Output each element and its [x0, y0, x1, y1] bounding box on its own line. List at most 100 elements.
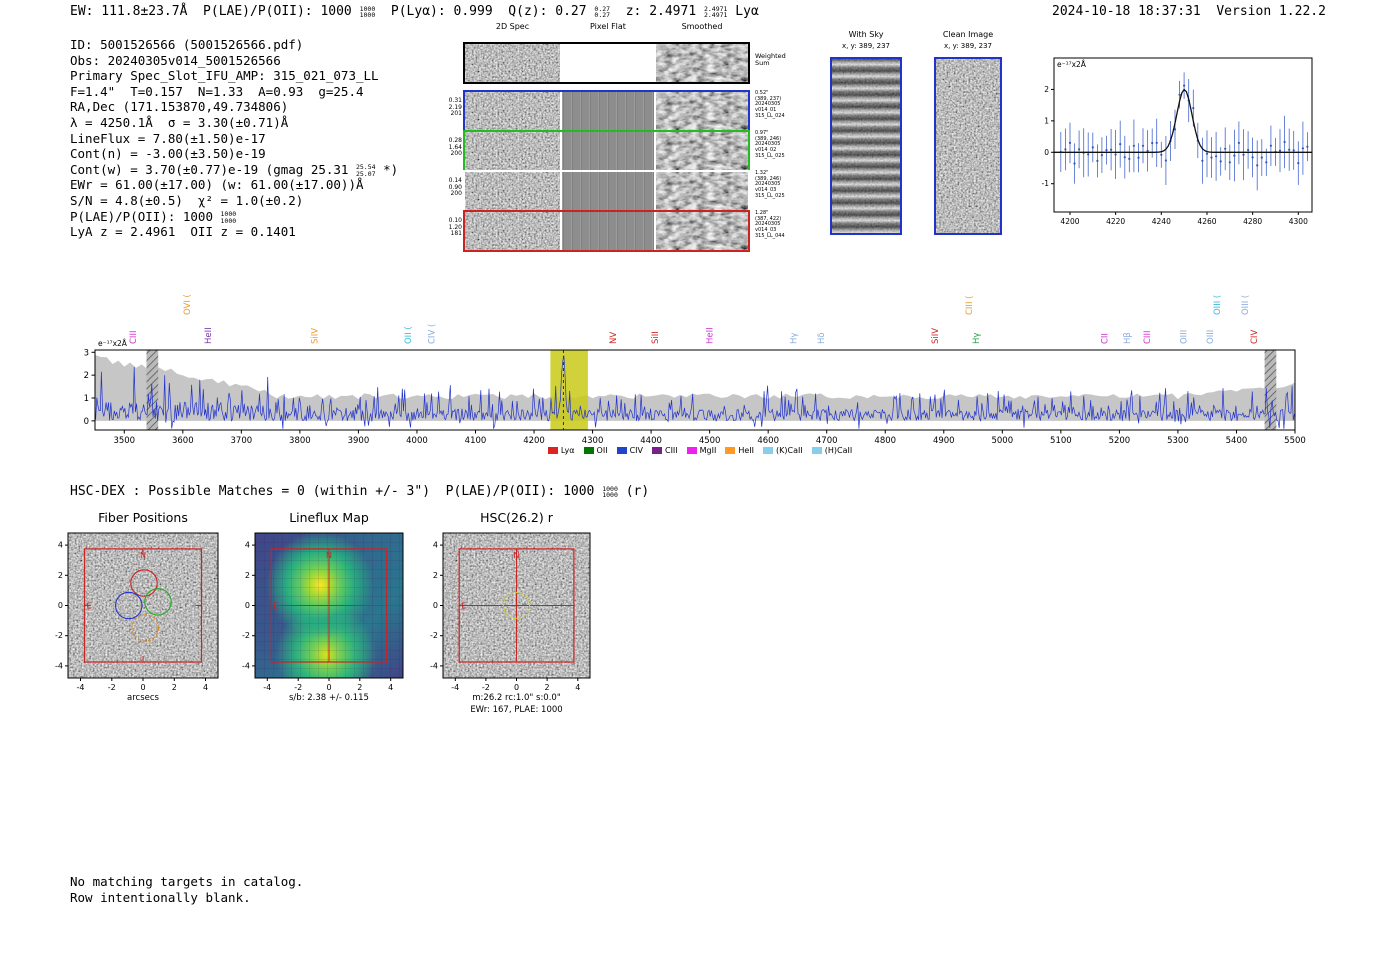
main-spectrum-plot: 3500 3600 3700 3800 3900 4000 4100 4200 4300 4400… — [84, 294, 1306, 446]
cutout-y-tick-label: 0 — [433, 601, 438, 610]
info-stacked-fraction: 25.54 25.07 — [356, 164, 376, 177]
emission-line-label: OIII — [1180, 330, 1190, 344]
compass-north-label: N — [140, 551, 146, 560]
aperture-circle — [502, 591, 531, 620]
weighted-sum-label: Weighted Sum — [755, 53, 805, 73]
fit-datapoint — [1278, 149, 1282, 152]
spec2d-annotation-line: (389, 237) — [755, 95, 782, 102]
fit-datapoint — [1242, 153, 1245, 156]
fit-datapoint — [1265, 161, 1268, 164]
spectrum-x-tick-label: 4200 — [523, 436, 545, 446]
info-line: λ = 4250.1Å σ = 3.30(±0.71)Å — [70, 115, 398, 131]
info-text: LineFlux = 7.80(±1.50)e-17 — [70, 130, 266, 146]
cutout-overlay: -4 -4 -2 -2 0 0 2 2 4 4 N E — [55, 532, 219, 692]
fit-datapoint — [1256, 164, 1259, 167]
emission-line-label: OIII ( — [1241, 295, 1251, 315]
info-line: EWr = 61.00(±17.00) (w: 61.00(±17.00))Å — [70, 177, 398, 193]
cutout-y-tick-label: 2 — [433, 571, 438, 580]
spec2d-left-value: 201 — [450, 110, 462, 118]
spec2d-annotation-line: 0.97" — [755, 130, 769, 136]
fit-datapoint — [1119, 143, 1122, 146]
cutout-caption: m:26.2 rc:1.0" s:0.0" — [472, 693, 561, 703]
fit-ylabel-note: e⁻¹⁷x2Å — [1057, 60, 1087, 69]
fit-datapoint — [1068, 141, 1072, 144]
info-text: Cont(n) = -3.00(±3.50)e-19 — [70, 146, 266, 162]
spectrum-x-tick-label: 3900 — [348, 436, 370, 446]
fiber-circle-blue — [115, 591, 143, 620]
fit-datapoint — [1123, 156, 1126, 159]
fit-datapoint — [1228, 161, 1231, 164]
cutout-y-tick-label: -2 — [242, 631, 250, 640]
info-line: P(LAE)/P(OII): 1000 1000 1000 — [70, 209, 398, 225]
info-stack-top: 1000 — [220, 210, 237, 219]
hsc-stacked-fraction: 1000 1000 — [602, 484, 618, 499]
noise-texture — [656, 172, 748, 210]
spec2d-annotation-line: 1.32" — [755, 170, 769, 176]
spectrum-x-tick-label: 5300 — [1167, 436, 1189, 446]
spec2d-annotation-line: v014_03 — [755, 227, 777, 234]
legend-label: OII — [596, 446, 608, 455]
fit-datapoint — [1297, 162, 1300, 165]
emission-line-label: SiII — [651, 331, 661, 344]
info-text: S/N = 4.8(±0.5) χ² = 1.0(±0.2) — [70, 192, 304, 208]
target-info-block: ID: 5001526566 (5001526566.pdf) Obs: 2024… — [70, 37, 398, 240]
spectrum-x-tick-label: 3600 — [172, 436, 194, 446]
info-stack-bottom: 25.07 — [355, 169, 376, 178]
cutout-y-tick-label: 2 — [58, 571, 63, 580]
spectrum-x-tick-label: 5100 — [1050, 436, 1072, 446]
fit-datapoint — [1132, 144, 1135, 147]
withsky-image — [830, 57, 902, 235]
info-text: EWr = 61.00(±17.00) (w: 61.00(±17.00))Å — [70, 177, 364, 193]
spec2d-smoothed-image — [656, 212, 748, 250]
fit-datapoint — [1087, 153, 1090, 156]
fit-datapoint — [1219, 160, 1222, 163]
spec2d-annotation-line: 315_LL_044 — [755, 232, 785, 239]
spectrum-x-tick-label: 5500 — [1284, 436, 1306, 446]
spec2d-annotation-line: v014_01 — [755, 107, 777, 114]
fit-x-tick-label: 4220 — [1106, 217, 1125, 226]
noise-texture — [465, 212, 560, 250]
fit-axes-frame — [1053, 57, 1313, 213]
fit-datapoint — [1160, 153, 1163, 156]
fit-datapoint — [1292, 149, 1295, 152]
weighted-sum-line: Weighted — [755, 52, 786, 60]
spec2d-pixelflat-image — [562, 212, 654, 250]
info-line: F=1.4" T=0.157 N=1.33 A=0.93 g=25.4 — [70, 84, 398, 100]
cutout-y-tick-label: -2 — [55, 631, 63, 640]
noise-texture — [656, 132, 748, 170]
spectrum-y-tick-label: 2 — [84, 371, 89, 381]
footer-line: Row intentionally blank. — [70, 889, 251, 905]
spec2d-pixelflat-image — [562, 132, 654, 170]
emission-line-label: HeII — [204, 327, 214, 344]
spectrum-x-tick-label: 3800 — [289, 436, 311, 446]
fit-datapoint — [1247, 148, 1250, 152]
fit-datapoint — [1073, 162, 1076, 165]
footer-notes: No matching targets in catalog. Row inten… — [70, 874, 303, 905]
emission-line-label: HeII — [706, 327, 716, 344]
header-text: z: 2.4971 — [610, 4, 704, 19]
spec2d-row-left-labels: 0.28 1.64 200 — [438, 137, 462, 176]
cleanimage-coords: x, y: 389, 237 — [944, 42, 992, 50]
fit-y-tick-label: -1 — [1042, 179, 1050, 188]
spec2d-annotation-line: 315_LL_024 — [755, 112, 785, 119]
spec2d-pixelflat-image — [562, 44, 654, 82]
cutout-x-tick-label: -4 — [451, 683, 459, 692]
spec2d-left-value: 0.14 — [448, 177, 462, 184]
legend-swatch — [547, 447, 558, 454]
spec2d-annotation-line: v014_02 — [755, 147, 777, 154]
spec2d-2dspec-image — [465, 212, 560, 250]
emission-line-label: Hδ — [817, 332, 827, 344]
spectrum-ylabel-note: e⁻¹⁷x2Å — [98, 339, 128, 348]
fit-datapoint — [1205, 152, 1209, 155]
compass-north-label: N — [326, 551, 332, 560]
spec2d-col-header: Smoothed — [681, 22, 723, 31]
legend-swatch — [651, 447, 662, 454]
info-line: S/N = 4.8(±0.5) χ² = 1.0(±0.2) — [70, 193, 398, 209]
legend-swatch — [686, 447, 697, 454]
hsc-stack-top: 1000 — [602, 484, 618, 493]
fit-x-tick-label: 4280 — [1243, 217, 1262, 226]
header-stack-bottom: 1000 — [359, 11, 376, 19]
cutout-title: Fiber Positions — [98, 510, 188, 525]
noise-texture — [832, 59, 900, 233]
cutout-overlay: -4 -4 -2 -2 0 0 2 2 4 4 N E — [430, 532, 591, 692]
